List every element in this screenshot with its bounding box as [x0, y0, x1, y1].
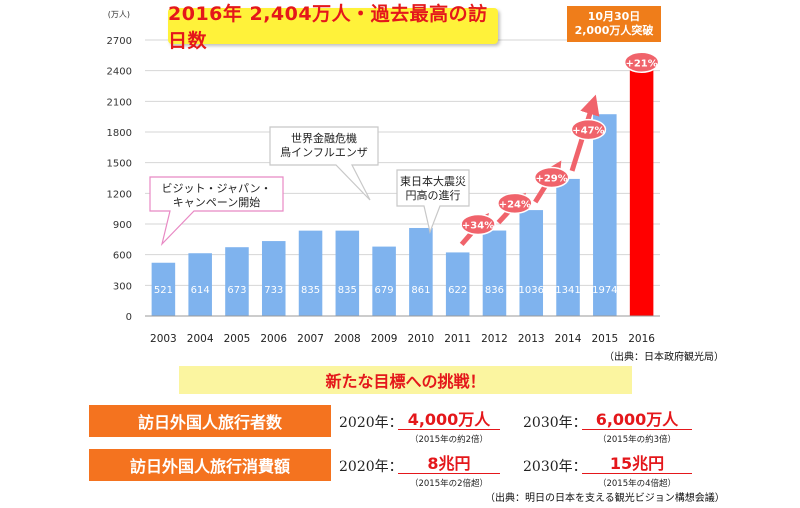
bar — [261, 241, 286, 316]
bar — [409, 227, 433, 316]
target-value-2020: 4,000万人 — [398, 411, 500, 430]
milestone-date: 10月30日 — [587, 10, 641, 23]
bar — [298, 230, 323, 316]
annotation-callout — [149, 176, 284, 246]
x-tick-label: 2013 — [518, 333, 545, 345]
bar — [556, 178, 580, 316]
bar — [372, 246, 396, 316]
chart-title: 2016年 2,404万人・過去最高の訪日数 — [168, 3, 498, 52]
bar — [482, 230, 507, 316]
annotation-text: 東日本大震災 — [400, 174, 466, 188]
target-year-2030: 2030年： — [523, 415, 587, 431]
bar — [629, 70, 654, 316]
x-tick-label: 2004 — [187, 333, 214, 345]
x-tick-label: 2014 — [555, 333, 582, 345]
target-note-2020: （2015年の約2倍） — [409, 435, 489, 445]
bar-value-label: 614 — [191, 285, 210, 296]
y-tick-label: 900 — [113, 220, 132, 231]
growth-label: +29% — [535, 174, 567, 185]
bar — [151, 262, 176, 316]
growth-badge — [570, 118, 607, 141]
annotation-text: 世界金融危機 — [291, 131, 357, 145]
targets-source: （出典：明日の日本を支える観光ビジョン構想会議） — [485, 493, 725, 504]
target-value-2030: 15兆円 — [582, 455, 692, 474]
bar-value-label: 836 — [485, 285, 504, 296]
annotation-callout — [269, 126, 379, 201]
bar-value-label: 1036 — [519, 285, 544, 296]
bar — [188, 253, 212, 316]
y-tick-label: 2100 — [107, 97, 132, 108]
milestone-text: 2,000万人突破 — [574, 24, 654, 37]
y-tick-label: 600 — [113, 251, 132, 262]
target-year-2020: 2020年： — [339, 459, 403, 475]
target-year-2020: 2020年： — [339, 415, 403, 431]
bar — [445, 252, 470, 316]
bar-value-label: 733 — [264, 285, 283, 296]
milestone-badge: 10月30日 2,000万人突破 — [567, 6, 661, 42]
y-tick-label: 2400 — [107, 67, 132, 78]
y-tick-label: 1200 — [107, 189, 132, 200]
annotation-text: ビジット・ジャパン・ — [162, 182, 272, 195]
x-tick-label: 2011 — [444, 333, 471, 345]
annotation-text: 鳥インフルエンザ — [280, 145, 368, 159]
chart-source: （出典：日本政府観光局） — [604, 352, 724, 363]
y-tick-label: 300 — [113, 281, 132, 292]
x-tick-label: 2015 — [591, 333, 618, 345]
bar — [593, 114, 617, 316]
y-tick-label: 2700 — [107, 36, 132, 47]
y-tick-label: 1800 — [107, 128, 132, 139]
x-tick-label: 2012 — [481, 333, 508, 345]
growth-badge — [460, 213, 496, 236]
x-tick-label: 2007 — [297, 333, 324, 345]
x-tick-label: 2008 — [334, 333, 361, 345]
target-value-2030: 6,000万人 — [582, 411, 692, 430]
bar-value-label: 1341 — [555, 285, 580, 296]
goal-heading: 新たな目標への挑戦！ — [179, 366, 632, 394]
growth-label: +47% — [572, 126, 604, 137]
x-tick-label: 2016 — [628, 333, 655, 345]
growth-badge — [497, 192, 533, 215]
bar — [225, 247, 249, 316]
bar-value-label: 835 — [338, 285, 357, 296]
growth-label: +21% — [625, 58, 657, 69]
y-tick-label: 1500 — [107, 159, 132, 170]
bar-value-label: 622 — [448, 285, 467, 296]
annotation-text: 円高の進行 — [406, 188, 461, 202]
growth-label: +24% — [499, 199, 531, 210]
target-year-2030: 2030年： — [523, 459, 587, 475]
bar — [335, 230, 360, 316]
annotation-text: キャンペーン開始 — [173, 195, 260, 209]
y-tick-label: 0 — [126, 312, 132, 323]
target-note-2030: （2015年の約3倍） — [597, 435, 677, 445]
growth-badge — [533, 166, 570, 189]
bar-value-label: 861 — [411, 285, 430, 296]
target-label-spending: 訪日外国人旅行消費額 — [89, 449, 331, 481]
target-note-2030: （2015年の4倍超） — [597, 479, 677, 489]
bar — [519, 210, 544, 316]
visitor-bar-chart: 521 614 673 733 835 835 679 861 622 836 1036 1341 19… — [107, 10, 660, 345]
target-label-visitors: 訪日外国人旅行者数 — [89, 405, 331, 437]
x-tick-label: 2010 — [408, 333, 435, 345]
target-note-2020: （2015年の2倍超） — [409, 479, 489, 489]
x-tick-label: 2005 — [224, 333, 251, 345]
x-tick-label: 2009 — [371, 333, 398, 345]
growth-badge — [623, 51, 660, 74]
bar-value-label: 521 — [154, 285, 173, 296]
x-tick-label: 2003 — [150, 333, 177, 345]
bar-value-label: 835 — [301, 285, 320, 296]
bar-value-label: 1974 — [592, 285, 617, 296]
x-tick-label: 2006 — [260, 333, 287, 345]
bar-value-label: 673 — [227, 285, 246, 296]
y-unit-label: (万人) — [108, 10, 130, 19]
target-value-2020: 8兆円 — [398, 455, 500, 474]
growth-label: +34% — [462, 220, 494, 231]
bar-value-label: 679 — [375, 285, 394, 296]
annotation-callout — [396, 169, 470, 235]
